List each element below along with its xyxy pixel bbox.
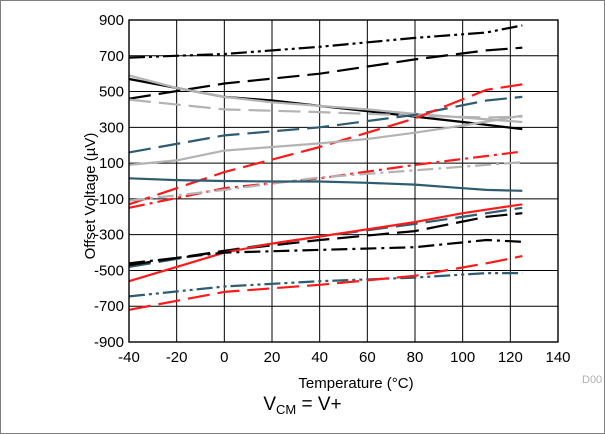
- y-tick-label: 700: [99, 48, 124, 65]
- x-axis-title: Temperature (°C): [298, 375, 413, 392]
- figure-id-watermark: D00: [582, 374, 602, 386]
- series-line-5-gray-longdash: [128, 98, 523, 119]
- y-tick-label: -100: [94, 191, 124, 208]
- y-tick-label: -700: [94, 298, 124, 315]
- series-line-2-black-longdash: [128, 46, 523, 100]
- caption-subscript: CM: [276, 402, 297, 417]
- y-tick-label: 300: [99, 119, 124, 136]
- series-line-7-red-longdash: [128, 83, 523, 206]
- x-tick-label: -40: [118, 349, 140, 366]
- y-axis-title: Offset Voltage (µV): [82, 133, 99, 260]
- x-tick-label: 60: [359, 349, 376, 366]
- series-line-17-red-longdash: [128, 255, 523, 311]
- caption-symbol: V: [263, 394, 277, 415]
- series-line-14-red-solid: [128, 203, 523, 283]
- y-tick-label: 900: [99, 12, 124, 29]
- series-line-6-teal-longdash: [128, 95, 523, 154]
- caption-condition: = V+: [296, 394, 342, 415]
- y-tick-label: -900: [94, 334, 124, 351]
- x-tick-label: 0: [220, 349, 228, 366]
- plot-area-border: [128, 19, 559, 343]
- axes: -40 -20 0 20 40 60 80 100 120 140 900 700 500 300 100 -…: [94, 12, 571, 366]
- x-tick-label: 120: [498, 349, 523, 366]
- y-tick-label: 100: [99, 155, 124, 172]
- y-tick-label: -300: [94, 227, 124, 244]
- x-tick-label: -20: [166, 349, 188, 366]
- series-line-8-gray-solid: [128, 114, 523, 166]
- series-group: [128, 24, 523, 311]
- x-tick-label: 40: [311, 349, 328, 366]
- y-tick-label: 500: [99, 84, 124, 101]
- series-line-10-gray-dashdot: [128, 161, 523, 202]
- series-line-13-black-longdash: [128, 212, 523, 267]
- x-tick-label: 80: [407, 349, 424, 366]
- y-tick-label: -500: [94, 262, 124, 279]
- x-tick-label: 100: [450, 349, 475, 366]
- x-tick-label: 140: [545, 349, 570, 366]
- x-tick-label: 20: [264, 349, 281, 366]
- series-line-11-teal-solid: [128, 177, 523, 192]
- condition-caption: VCM = V+: [0, 394, 605, 417]
- series-line-1-black-dashdotdot: [128, 24, 523, 59]
- series-line-15-black-dashdot: [128, 238, 523, 265]
- series-line-12-teal-longdash: [128, 206, 523, 268]
